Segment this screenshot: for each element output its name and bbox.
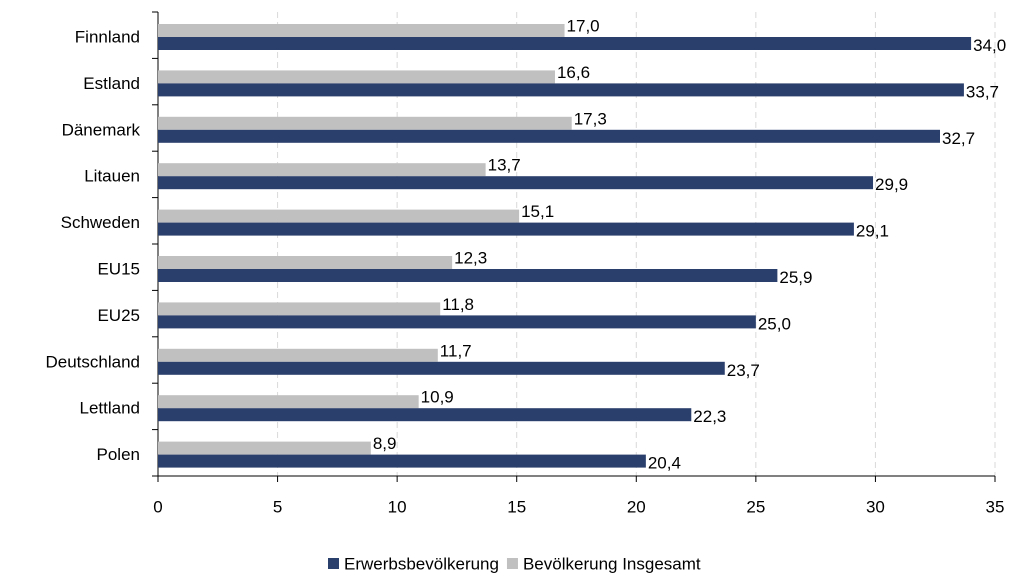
x-tick-label: 5 [273,497,282,516]
bar [158,209,520,223]
x-tick-label: 0 [153,497,162,516]
y-tick-label: Finnland [75,27,140,46]
value-label: 11,7 [440,341,472,360]
value-label: 11,8 [442,295,474,314]
x-tick-label: 15 [507,497,526,516]
value-label: 29,1 [856,222,889,241]
y-tick-label: Deutschland [45,352,140,371]
bar [158,129,940,143]
bar [158,302,441,316]
bar [158,116,572,130]
y-tick-label: Polen [97,445,140,464]
y-tick-label: Schweden [61,213,140,232]
bar [158,408,692,422]
legend-swatch [506,558,518,569]
y-tick-label: Dänemark [62,120,141,139]
value-label: 8,9 [373,434,397,453]
bar [158,163,486,177]
bar [158,315,756,329]
x-tick-label: 10 [388,497,407,516]
value-label: 17,0 [567,16,600,35]
value-label: 23,7 [727,361,760,380]
bar [158,24,565,37]
legend-label: Bevölkerung Insgesamt [523,554,701,573]
value-label: 33,7 [966,82,999,101]
legend-swatch [328,558,339,569]
bar [158,37,972,50]
value-label: 25,9 [779,268,812,287]
y-tick-label: Estland [83,74,140,93]
bar [158,395,419,409]
value-label: 20,4 [648,454,681,473]
bar [158,256,453,269]
value-label: 29,9 [875,175,908,194]
value-label: 15,1 [521,202,554,221]
value-label: 32,7 [942,129,975,148]
y-tick-label: EU25 [97,306,140,325]
legend-label: Erwerbsbevölkerung [344,554,499,573]
x-tick-label: 20 [627,497,646,516]
y-tick-label: Litauen [84,167,140,186]
value-label: 16,6 [557,63,590,82]
bar [158,348,438,362]
bar [158,176,874,190]
bar [158,83,964,97]
bar [158,454,646,468]
x-tick-label: 25 [746,497,765,516]
value-label: 13,7 [488,156,521,175]
value-label: 25,0 [758,314,791,333]
value-label: 10,9 [421,388,454,407]
bar [158,269,778,282]
value-label: 34,0 [973,36,1006,55]
value-label: 17,3 [574,109,607,128]
bar [158,441,371,455]
bar [158,70,555,84]
x-tick-label: 30 [866,497,885,516]
value-label: 22,3 [693,407,726,426]
bar [158,361,725,375]
x-tick-label: 35 [986,497,1005,516]
value-label: 12,3 [454,248,487,267]
bar [158,222,854,236]
y-tick-label: EU15 [97,259,140,278]
y-tick-label: Lettland [80,399,141,418]
